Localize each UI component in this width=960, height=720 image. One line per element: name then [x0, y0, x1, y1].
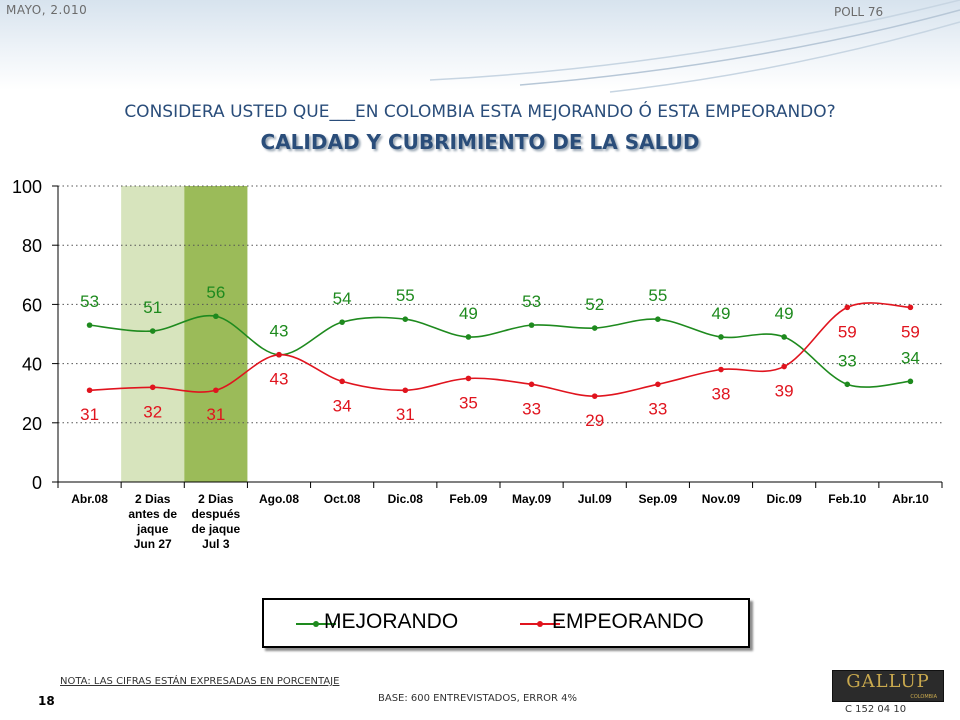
footer-base: BASE: 600 ENTREVISTADOS, ERROR 4% — [378, 693, 578, 704]
y-tick-label: 0 — [32, 473, 42, 493]
data-label-empeorando: 59 — [901, 322, 920, 341]
data-label-empeorando: 38 — [712, 385, 731, 404]
data-label-mejorando: 53 — [80, 292, 99, 311]
data-point-empeorando — [844, 304, 851, 311]
x-tick-label: Abr.08 — [71, 492, 108, 506]
y-tick-label: 20 — [22, 414, 42, 434]
data-label-mejorando: 49 — [712, 304, 731, 323]
x-tick-label: Dic.09 — [766, 492, 802, 506]
x-tick-label: Abr.10 — [892, 492, 929, 506]
data-label-mejorando: 52 — [585, 295, 604, 314]
x-tick-label: May.09 — [512, 492, 551, 506]
data-point-empeorando — [528, 381, 535, 388]
data-point-mejorando — [213, 313, 219, 320]
y-tick-label: 100 — [12, 177, 42, 197]
data-point-mejorando — [718, 334, 724, 340]
data-label-empeorando: 31 — [396, 405, 415, 424]
data-point-empeorando — [402, 387, 409, 394]
legend-swatch-empeorando — [520, 621, 560, 627]
data-point-mejorando — [149, 328, 156, 334]
data-label-mejorando: 56 — [206, 283, 225, 302]
data-point-mejorando — [339, 319, 345, 325]
highlight-band-0 — [121, 186, 185, 482]
data-label-mejorando: 43 — [270, 322, 289, 341]
x-tick-label: Dic.08 — [388, 492, 424, 506]
highlight-band-1 — [184, 186, 248, 482]
data-point-mejorando — [465, 334, 472, 340]
data-point-empeorando — [907, 304, 914, 311]
logo-subtext: COLOMBIA — [910, 694, 937, 700]
x-tick-label: Jul.09 — [578, 492, 612, 506]
data-point-empeorando — [86, 387, 93, 394]
data-point-mejorando — [591, 325, 598, 331]
logo-text: GALLUP — [846, 671, 930, 692]
x-tick-label: Feb.10 — [828, 492, 866, 506]
y-tick-label: 80 — [22, 236, 42, 256]
footer-note: NOTA: LAS CIFRAS ESTÁN EXPRESADAS EN POR… — [60, 676, 340, 687]
data-point-empeorando — [339, 378, 345, 385]
x-tick-label: Nov.09 — [702, 492, 741, 506]
x-tick-label: Oct.08 — [324, 492, 361, 506]
data-label-empeorando: 59 — [838, 322, 857, 341]
data-point-empeorando — [213, 387, 219, 394]
data-point-mejorando — [402, 316, 409, 322]
data-label-mejorando: 55 — [396, 286, 415, 305]
data-point-empeorando — [781, 363, 787, 370]
data-point-mejorando — [907, 378, 914, 385]
legend-label-empeorando: EMPEORANDO — [552, 610, 704, 633]
x-tick-label: Ago.08 — [259, 492, 299, 506]
data-label-empeorando: 33 — [648, 399, 667, 418]
data-label-empeorando: 39 — [775, 382, 794, 401]
chart-legend: MEJORANDO EMPEORANDO — [262, 598, 750, 648]
x-tick-label: Sep.09 — [639, 492, 678, 506]
data-point-mejorando — [86, 322, 93, 328]
data-point-empeorando — [149, 384, 156, 391]
header-date: MAYO, 2.010 — [6, 3, 88, 17]
data-label-mejorando: 49 — [775, 304, 794, 323]
legend-label-mejorando: MEJORANDO — [324, 610, 459, 633]
data-label-empeorando: 31 — [80, 405, 99, 424]
x-tick-label: 2 Dias antes de jaque Jun 27 — [128, 492, 177, 551]
header-decoration — [429, 0, 960, 93]
data-point-empeorando — [276, 351, 282, 358]
data-point-empeorando — [655, 381, 661, 388]
data-label-empeorando: 34 — [333, 396, 352, 415]
data-label-mejorando: 34 — [901, 348, 920, 367]
data-label-empeorando: 43 — [270, 370, 289, 389]
chart-title: CALIDAD Y CUBRIMIENTO DE LA SALUD — [260, 130, 700, 154]
data-label-mejorando: 49 — [459, 304, 478, 323]
data-point-mejorando — [528, 322, 535, 328]
data-label-empeorando: 32 — [143, 402, 162, 421]
data-point-mejorando — [655, 316, 661, 322]
data-label-mejorando: 53 — [522, 292, 541, 311]
header-poll: POLL 76 — [834, 5, 884, 19]
data-label-empeorando: 35 — [459, 393, 478, 412]
legend-swatch-mejorando — [296, 621, 336, 627]
gallup-logo: GALLUP COLOMBIA — [832, 670, 944, 702]
y-tick-label: 40 — [22, 355, 42, 375]
header-background — [0, 0, 960, 90]
data-label-empeorando: 29 — [585, 411, 604, 430]
survey-question: CONSIDERA USTED QUE___EN COLOMBIA ESTA M… — [124, 102, 836, 122]
data-point-empeorando — [718, 366, 724, 373]
data-label-empeorando: 33 — [522, 399, 541, 418]
data-label-mejorando: 54 — [333, 289, 352, 308]
x-tick-label: 2 Dias después de jaque Jul 3 — [192, 492, 241, 551]
data-label-mejorando: 33 — [838, 351, 857, 370]
data-point-empeorando — [465, 375, 472, 382]
data-point-mejorando — [844, 381, 851, 388]
x-tick-label: Feb.09 — [449, 492, 487, 506]
data-label-mejorando: 55 — [648, 286, 667, 305]
data-point-empeorando — [591, 393, 598, 399]
line-chart: 0 20 40 60 80 100 Abr.08 2 Dias antes de jaque Jun… — [12, 177, 943, 551]
data-label-mejorando: 51 — [143, 298, 162, 317]
y-tick-label: 60 — [22, 295, 42, 315]
data-label-empeorando: 31 — [206, 405, 225, 424]
footer-code: C 152 04 10 — [845, 704, 907, 715]
page-number: 18 — [38, 694, 55, 708]
data-point-mejorando — [781, 334, 787, 340]
